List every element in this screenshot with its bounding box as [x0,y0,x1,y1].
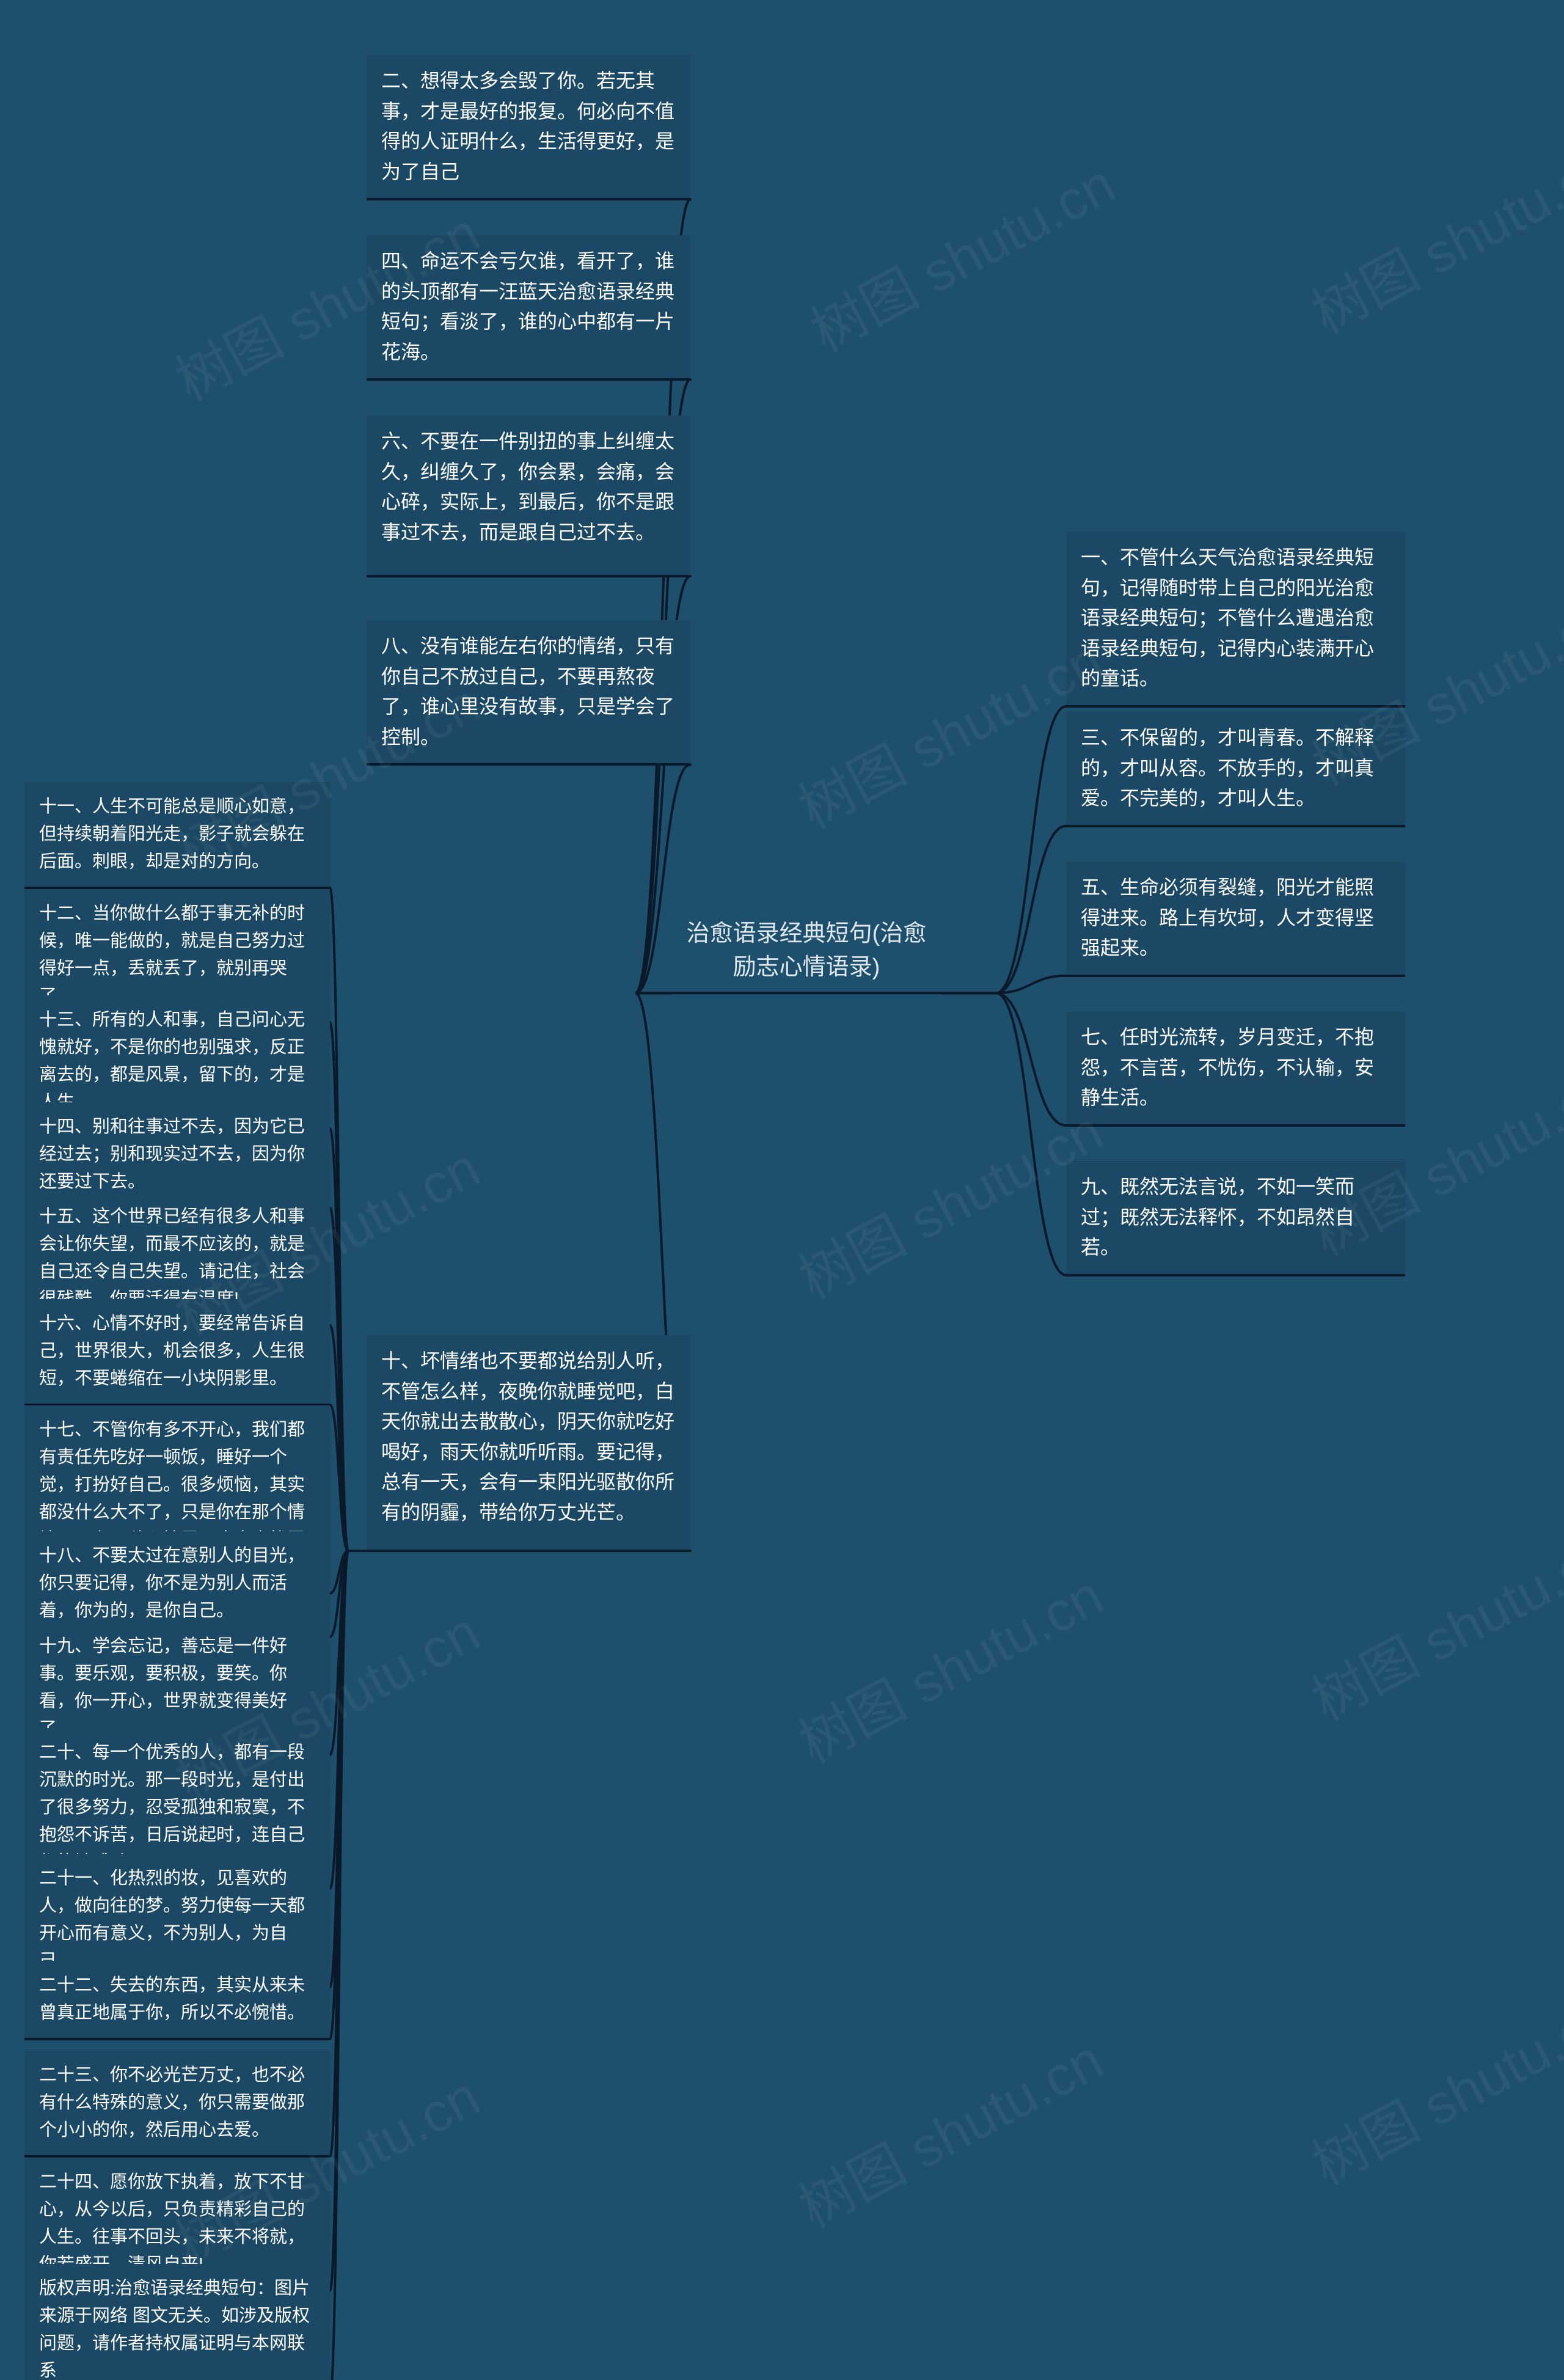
right-branch-r4: 七、任时光流转，岁月变迁，不抱怨，不言苦，不忧伤，不认输，安静生活。 [1066,1011,1405,1127]
connector [330,1022,367,1551]
node-underline [1066,975,1405,977]
watermark: 树图 shutu.cn [783,1552,1114,1779]
right-branch-r3: 五、生命必须有裂缝，阳光才能照得进来。路上有坎坷，人才变得坚强起来。 [1066,862,1405,977]
node-underline [1066,1274,1405,1276]
connector [330,888,367,1551]
connector [941,826,1066,993]
leaf-l5m: 二十三、你不必光芒万丈，也不必有什么特殊的意义，你只需要做那个小小的你，然后用心… [24,2051,330,2158]
node-underline [367,1550,690,1552]
connector [330,1551,367,1594]
connector [330,1551,367,1755]
center-node: 治愈语录经典短句(治愈励志心情语录) [672,907,941,994]
watermark: 树图 shutu.cn [783,1088,1114,1314]
connector [330,1551,367,2156]
connector [941,706,1066,993]
right-branch-r5: 九、既然无法言说，不如一笑而过；既然无法释怀，不如昂然自若。 [1066,1161,1405,1276]
connector [330,1551,367,1637]
connector [941,976,1066,993]
watermark: 树图 shutu.cn [783,617,1114,844]
node-underline [367,575,690,577]
connector [330,1551,367,1889]
node-underline [1066,1124,1405,1127]
leaf-l5a: 十一、人生不可能总是顺心如意，但持续朝着阳光走，影子就会躲在后面。刺眼，却是对的… [24,782,330,889]
connector [330,1551,367,2291]
mindmap-stage: 治愈语录经典短句(治愈励志心情语录) 一、不管什么天气治愈语录经典短句，记得随时带… [0,0,1564,2380]
watermark: 树图 shutu.cn [1296,1509,1564,1736]
connector [941,993,1066,1126]
node-underline [1066,705,1405,708]
node-underline [367,763,690,766]
connector [330,1129,367,1551]
connector [330,1551,367,2380]
connector [941,993,1066,1275]
connector [330,1208,367,1551]
connector [330,1405,367,1551]
left-branch-l2: 四、命运不会亏欠谁，看开了，谁的头顶都有一汪蓝天治愈语录经典短句；看淡了，谁的心… [367,235,690,381]
watermark: 树图 shutu.cn [795,141,1126,367]
watermark: 树图 shutu.cn [1296,122,1564,349]
watermark: 树图 shutu.cn [783,2016,1114,2243]
left-branch-l1: 二、想得太多会毁了你。若无其事，才是最好的报复。何必向不值得的人证明什么，生活得… [367,55,690,200]
connector [330,1325,367,1551]
connector [330,1551,367,1987]
left-branch-l5: 十、坏情绪也不要都说给别人听，不管怎么样，夜晚你就睡觉吧，白天你就出去散散心，阴… [367,1335,690,1552]
leaf-l5o: 版权声明:治愈语录经典短句：图片来源于网络 图文无关。如涉及版权问题，请作者持权… [24,2264,330,2380]
node-underline [367,198,690,200]
node-underline [367,378,690,381]
left-branch-l3: 六、不要在一件别扭的事上纠缠太久，纠缠久了，你会累，会痛，会心碎，实际上，到最后… [367,416,690,577]
node-underline [672,992,941,994]
left-branch-l4: 八、没有谁能左右你的情绪，只有你自己不放过自己，不要再熬夜了，谁心里没有故事，只… [367,620,690,766]
leaf-l5l: 二十二、失去的东西，其实从来未曾真正地属于你，所以不必惋惜。 [24,1961,330,2040]
node-underline [24,2038,330,2040]
node-underline [1066,825,1405,827]
watermark: 树图 shutu.cn [1296,1974,1564,2200]
leaf-l5f: 十六、心情不好时，要经常告诉自己，世界很大，机会很多，人生很短，不要蜷缩在一小块… [24,1299,330,1406]
connector [330,1551,367,2039]
right-branch-r1: 一、不管什么天气治愈语录经典短句，记得随时带上自己的阳光治愈语录经典短句；不管什… [1066,532,1405,708]
right-branch-r2: 三、不保留的，才叫青春。不解释的，才叫从容。不放手的，才叫真爱。不完美的，才叫人… [1066,712,1405,827]
